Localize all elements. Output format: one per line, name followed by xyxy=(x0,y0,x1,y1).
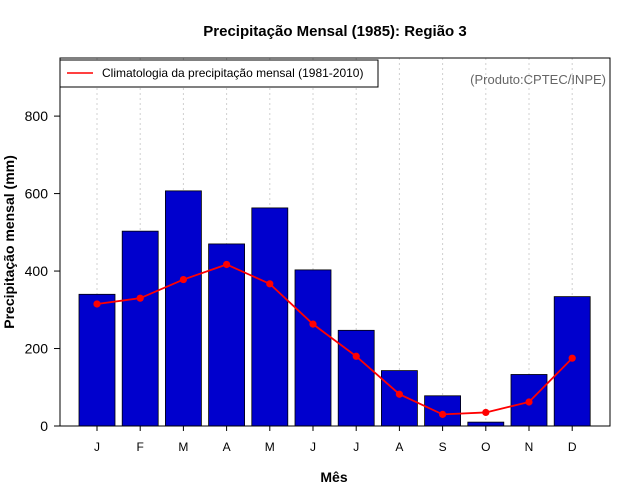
y-axis-label: Precipitação mensal (mm) xyxy=(1,155,17,329)
legend-box xyxy=(59,59,379,88)
climatology-point-9 xyxy=(482,408,490,417)
bars xyxy=(78,190,591,427)
climatology-point-3 xyxy=(223,260,231,269)
x-tick-label: J xyxy=(310,440,316,454)
x-tick-label: J xyxy=(94,440,100,454)
x-tick-label: J xyxy=(353,440,359,454)
bar-5 xyxy=(294,269,332,427)
bar-2 xyxy=(164,190,202,427)
x-tick-label: M xyxy=(178,440,188,454)
y-tick-label: 600 xyxy=(25,186,49,202)
chart-title: Precipitação Mensal (1985): Região 3 xyxy=(203,23,466,40)
x-axis-label: Mês xyxy=(320,469,347,485)
x-tick-label: A xyxy=(223,440,231,454)
bar-1 xyxy=(121,230,159,427)
legend-entry-climatology: Climatologia da precipitação mensal (198… xyxy=(102,66,363,80)
bar-9 xyxy=(467,421,505,427)
climatology-point-11 xyxy=(568,354,576,362)
climatology-point-10 xyxy=(525,398,533,406)
x-tick-label: N xyxy=(525,440,534,454)
climatology-point-8 xyxy=(439,410,447,418)
y-tick-label: 400 xyxy=(25,263,49,279)
bar-6 xyxy=(337,329,375,427)
x-tick-label: F xyxy=(137,440,144,454)
bar-3 xyxy=(208,243,246,427)
climatology-point-0 xyxy=(93,300,101,308)
bar-4 xyxy=(251,207,289,427)
climatology-point-4 xyxy=(266,280,274,288)
climatology-point-1 xyxy=(136,294,144,302)
y-tick-label: 200 xyxy=(25,341,49,357)
climatology-line xyxy=(96,263,573,416)
x-tick-label: O xyxy=(481,440,490,454)
x-tick-label: A xyxy=(395,440,403,454)
x-tick-label: D xyxy=(568,440,577,454)
x-tick-label: S xyxy=(439,440,447,454)
y-tick-label: 0 xyxy=(40,418,48,434)
y-axis: 0 200 400 600 800 xyxy=(25,108,60,434)
legend: Climatologia da precipitação mensal (198… xyxy=(59,59,379,88)
plot-frame xyxy=(59,57,611,427)
climatology-point-2 xyxy=(179,275,187,284)
x-tick-label: M xyxy=(265,440,275,454)
climatology-point-5 xyxy=(309,320,317,328)
climatology-point-6 xyxy=(352,352,360,360)
climatology-point-7 xyxy=(395,390,403,398)
bar-7 xyxy=(380,370,418,427)
climatology-line-group xyxy=(93,260,576,418)
y-tick-label: 800 xyxy=(25,108,49,124)
product-credit: (Produto:CPTEC/INPE) xyxy=(470,72,606,87)
bar-0 xyxy=(78,293,116,427)
